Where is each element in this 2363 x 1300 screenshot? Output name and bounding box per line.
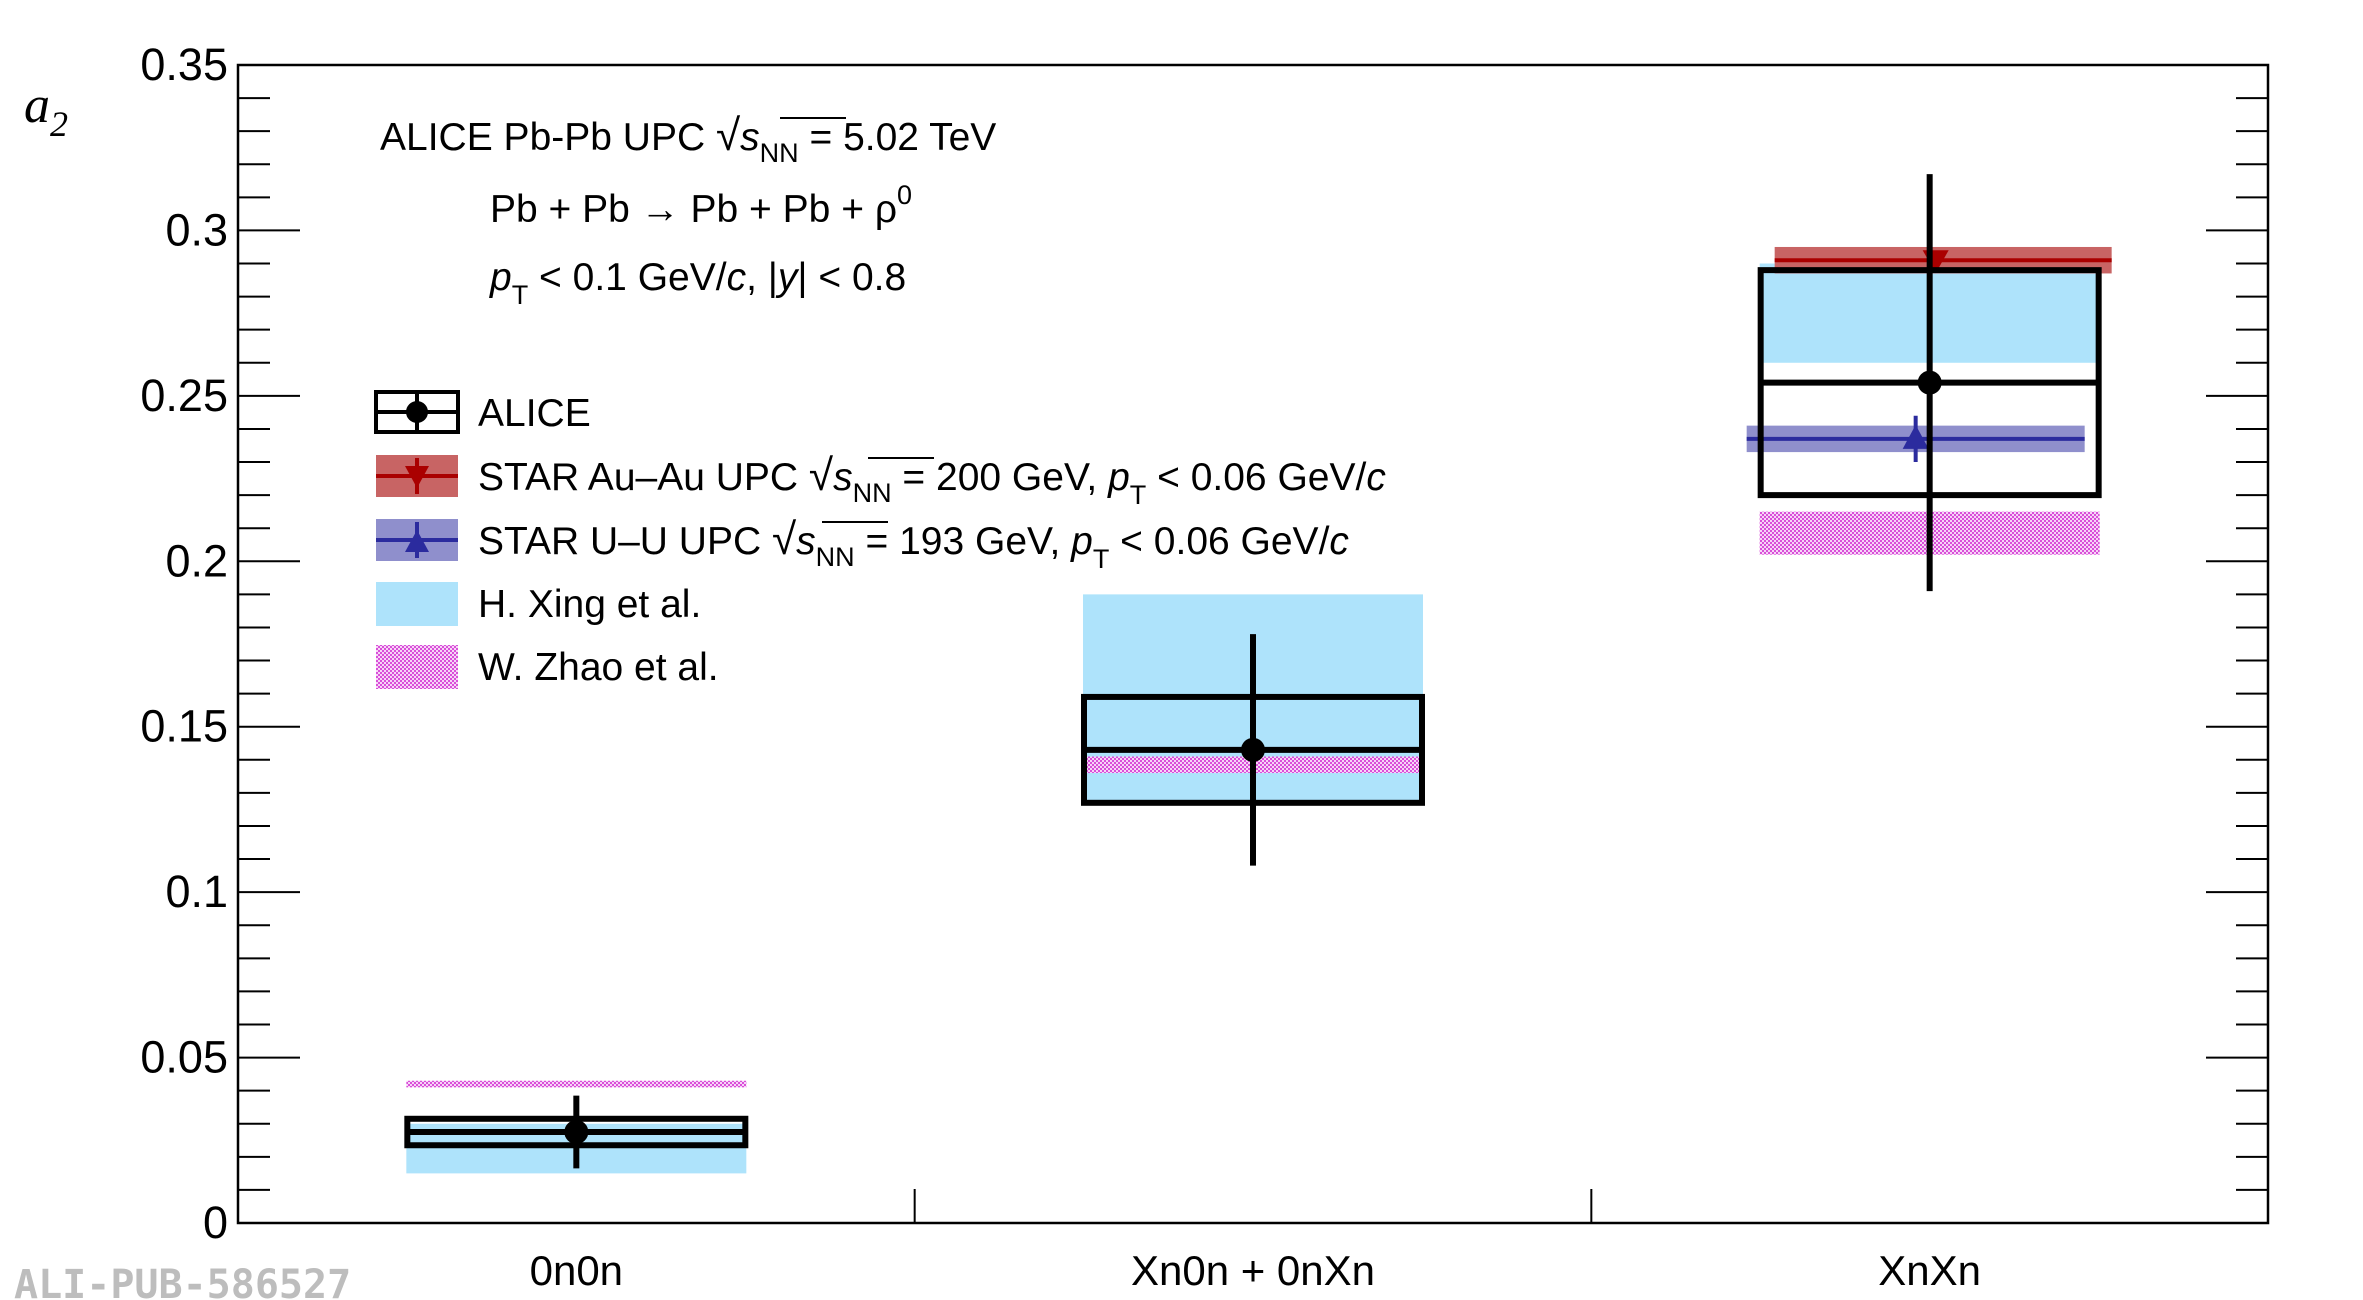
annotation-line1-s: s [740, 116, 760, 159]
legend-star-auau-t: T [1130, 480, 1147, 510]
legend-star-uu-marker [405, 530, 429, 552]
legend-star-uu-nn: NN [816, 542, 855, 572]
annotation-line3-c: c [727, 256, 747, 299]
legend-star-uu-t: T [1093, 544, 1110, 574]
watermark: ALI-PUB-586527 [14, 1262, 351, 1300]
legend-xing-swatch [376, 582, 458, 626]
y-axis-title-sub: 2 [50, 104, 68, 144]
star-uu-marker [1902, 424, 1929, 449]
legend-star-uu-cut: < 0.06 GeV/ [1109, 520, 1329, 563]
legend-entry-alice: ALICE [374, 390, 591, 435]
y-axis-ticks: 0 0.05 0.1 0.15 0.2 0.25 0.3 0.35 [140, 39, 2268, 1248]
annotation-line3-y: y [775, 256, 800, 299]
x-axis-ticks [913, 1189, 1593, 1223]
y-axis-title: a2 [24, 77, 68, 144]
legend-zhao-label: W. Zhao et al. [478, 646, 719, 689]
y-tick-label: 0.2 [165, 535, 228, 586]
legend-star-auau-p: p [1107, 456, 1130, 499]
legend-star-auau-prefix: STAR Au–Au UPC [478, 456, 809, 499]
legend-zhao-swatch [376, 645, 458, 689]
y-tick-label: 0.3 [165, 204, 228, 255]
annotation-line1-prefix: ALICE Pb-Pb UPC [380, 116, 716, 159]
x-category-label: Xn0n + 0nXn [1131, 1247, 1375, 1294]
legend: ALICE STAR Au–Au UPC √sNN = 200 GeV, pT … [374, 390, 1386, 689]
legend-star-auau-c: c [1366, 456, 1386, 499]
legend-star-uu-suffix: = 193 GeV, [855, 520, 1071, 563]
zhao-band [406, 1080, 747, 1088]
annotation-line3-sub: T [512, 280, 529, 310]
legend-entry-star-auau: STAR Au–Au UPC √sNN = 200 GeV, pT < 0.06… [376, 451, 1386, 510]
legend-star-uu-label: STAR U–U UPC √sNN = 193 GeV, pT < 0.06 G… [478, 515, 1349, 574]
y-tick-label: 0.1 [165, 866, 228, 917]
x-axis-labels: 0n0n Xn0n + 0nXn XnXn [530, 1247, 1981, 1294]
legend-star-uu-p: p [1070, 520, 1093, 563]
annotation-line2-sup: 0 [897, 180, 912, 210]
legend-alice-marker [406, 401, 428, 423]
y-tick-label: 0.05 [140, 1032, 228, 1083]
annotation-line1: ALICE Pb-Pb UPC √sNN = 5.02 TeV [380, 111, 996, 168]
legend-entry-star-uu: STAR U–U UPC √sNN = 193 GeV, pT < 0.06 G… [376, 515, 1349, 574]
star-uu-series [1746, 415, 2085, 463]
alice-marker [1241, 737, 1265, 762]
annotation-line3-mid2: , | [746, 256, 778, 299]
sqrt-symbol: √ [716, 111, 741, 160]
legend-star-auau-s: s [833, 456, 853, 499]
alice-marker [1917, 370, 1942, 395]
x-category-label: XnXn [1878, 1247, 1981, 1294]
legend-star-uu-c: c [1329, 520, 1349, 563]
legend-star-auau-marker [405, 466, 429, 488]
alice-marker [564, 1120, 589, 1145]
plot-frame [236, 63, 2270, 1225]
annotation-block: ALICE Pb-Pb UPC √sNN = 5.02 TeV Pb + Pb … [380, 111, 996, 310]
annotation-line3: pT < 0.1 GeV/c, |y| < 0.8 [489, 256, 906, 310]
legend-entry-zhao: W. Zhao et al. [376, 645, 719, 689]
legend-star-uu-s: s [796, 520, 816, 563]
annotation-line3-p: p [489, 256, 512, 299]
legend-star-auau-label: STAR Au–Au UPC √sNN = 200 GeV, pT < 0.06… [478, 451, 1386, 510]
annotation-line1-sub: NN [760, 138, 799, 168]
legend-xing-label: H. Xing et al. [478, 583, 701, 626]
legend-alice-label: ALICE [478, 392, 591, 435]
legend-star-auau-suffix: = 200 GeV, [892, 456, 1108, 499]
legend-star-auau-nn: NN [853, 478, 892, 508]
y-tick-label: 0.15 [140, 701, 228, 752]
legend-star-auau-sqrt: √ [809, 451, 834, 500]
annotation-line2: Pb + Pb → Pb + Pb + ρ0 [490, 180, 912, 231]
annotation-line1-suffix: = 5.02 TeV [799, 116, 997, 159]
annotation-line3-end: | < 0.8 [797, 256, 906, 299]
alice-series [404, 174, 2102, 1169]
annotation-line3-mid: < 0.1 GeV/ [528, 256, 727, 299]
y-tick-label: 0 [203, 1197, 228, 1248]
legend-star-auau-cut: < 0.06 GeV/ [1146, 456, 1366, 499]
legend-star-uu-sqrt: √ [772, 515, 797, 564]
legend-star-uu-prefix: STAR U–U UPC [478, 520, 772, 563]
annotation-line2-main: Pb + Pb → Pb + Pb + ρ [490, 188, 897, 231]
y-tick-label: 0.35 [140, 39, 228, 90]
x-category-label: 0n0n [530, 1247, 623, 1294]
y-tick-label: 0.25 [140, 370, 228, 421]
legend-entry-xing: H. Xing et al. [376, 582, 701, 626]
y-axis-title-main: a [24, 77, 50, 134]
